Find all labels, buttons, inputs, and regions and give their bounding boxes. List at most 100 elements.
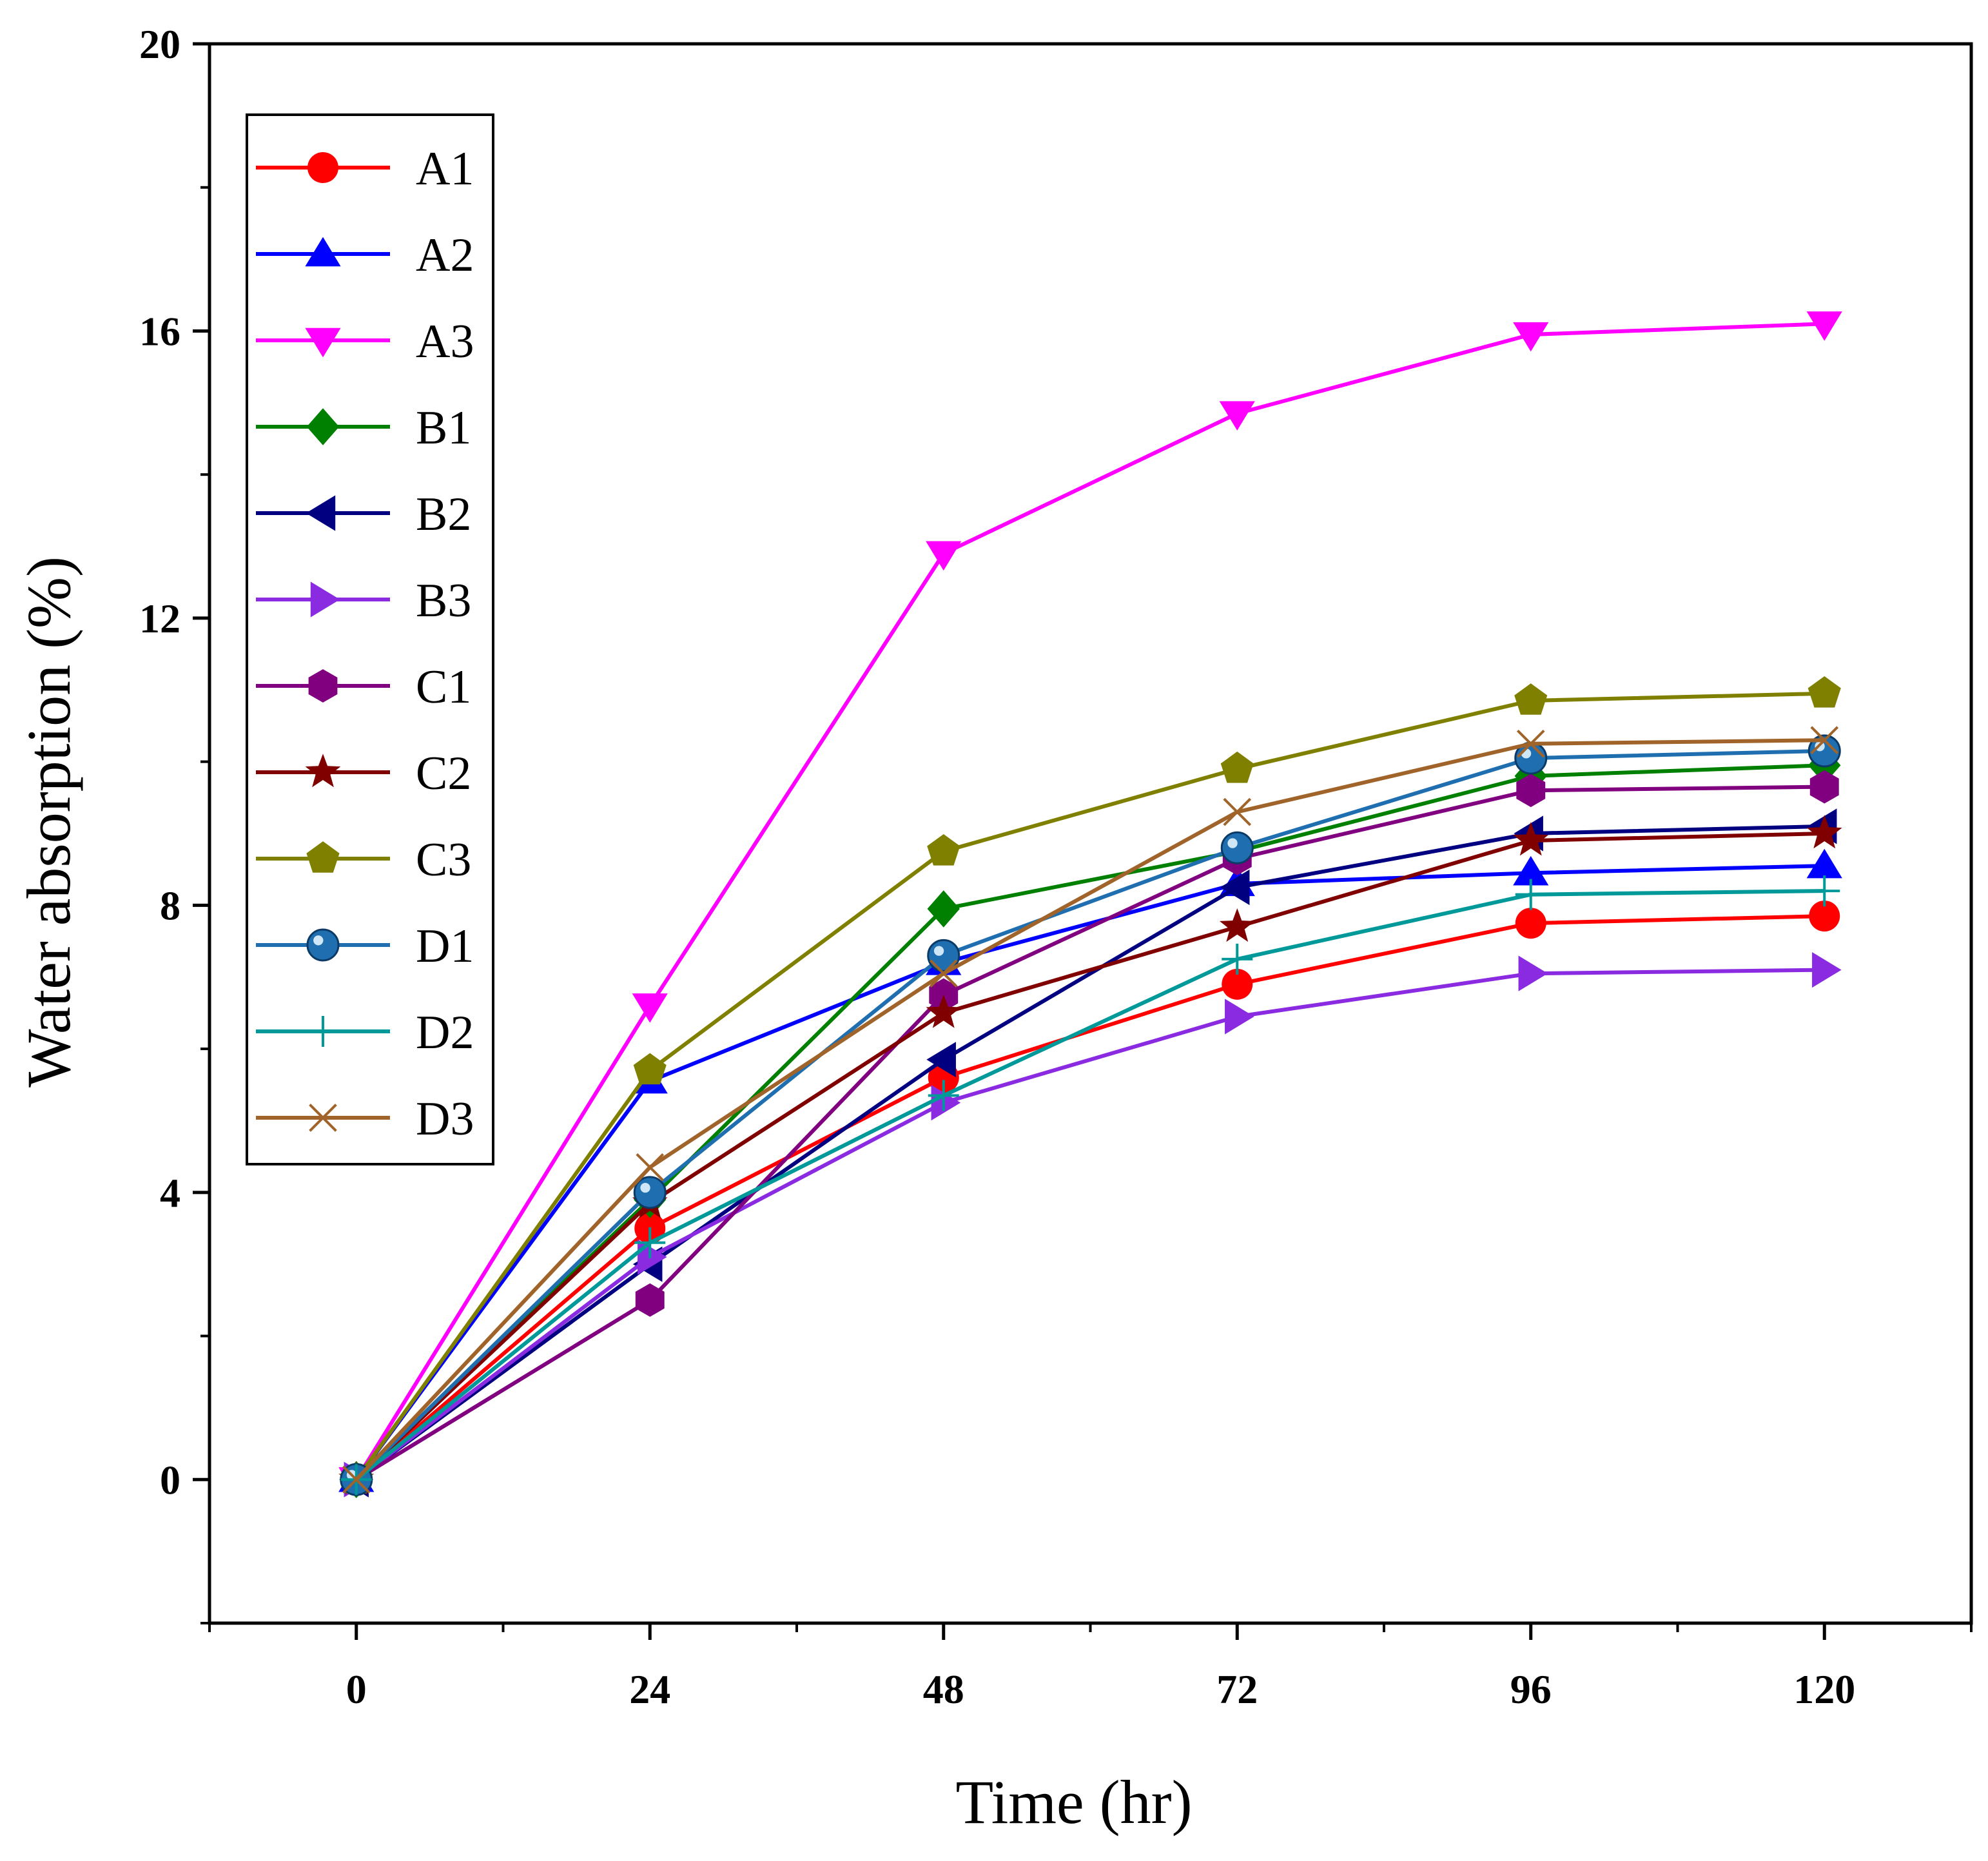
point-B3-marker (1225, 999, 1254, 1035)
point-C1-marker (1809, 770, 1839, 804)
point-D1-marker-highlight (933, 946, 944, 956)
legend-label-C2: C2 (416, 747, 471, 800)
legend-item-B1: B1 (256, 402, 471, 454)
point-A2-marker (1513, 855, 1549, 886)
series-A3 (338, 311, 1842, 1497)
y-tick-label: 12 (139, 596, 180, 641)
series-line-D1 (355, 748, 1825, 1481)
point-D3-marker (1516, 729, 1545, 758)
legend: A1 A2 A3 B1 B2 B3 C1 C2 C3 D1 D2 D3 (246, 113, 494, 1165)
x-tick-label: 24 (629, 1666, 670, 1712)
y-tick-label: 4 (160, 1170, 180, 1216)
series-line-A2 (355, 864, 1825, 1481)
legend-item-C1: C1 (256, 661, 471, 714)
y-tick-label: 20 (139, 21, 180, 67)
series-A2 (338, 848, 1842, 1492)
legend-D1-marker (306, 928, 340, 962)
point-A1-marker (1809, 901, 1840, 932)
point-A2-marker (1806, 848, 1842, 879)
series-D3 (342, 726, 1839, 1494)
series-line-C2 (355, 832, 1825, 1481)
series-line-A1 (355, 914, 1825, 1481)
legend-C3-marker (306, 841, 340, 873)
series-B3 (344, 951, 1842, 1497)
point-C3-marker (1220, 751, 1254, 783)
series-line-A3 (355, 322, 1825, 1481)
point-C2-marker (1219, 908, 1255, 942)
point-A3-marker (1806, 311, 1842, 341)
point-A1-marker (1515, 908, 1546, 939)
point-B3-marker (931, 1085, 961, 1121)
legend-label-D3: D3 (416, 1093, 474, 1145)
point-B1-marker (927, 890, 960, 928)
series-C3 (340, 676, 1841, 1494)
legend-item-B2: B2 (256, 488, 471, 541)
legend-label-D1: D1 (416, 920, 474, 973)
series-C2 (338, 815, 1842, 1495)
x-tick-label: 0 (346, 1666, 367, 1712)
point-D3-marker (929, 959, 958, 988)
point-A3-marker (1513, 322, 1549, 352)
legend-label-B2: B2 (416, 488, 471, 541)
series-layer (338, 311, 1842, 1499)
series-line-B3 (355, 968, 1825, 1481)
legend-B2-marker (306, 495, 336, 531)
point-B3-marker (1812, 951, 1842, 988)
point-A3-marker (632, 993, 668, 1023)
point-A1-marker (1222, 968, 1253, 1000)
x-axis-title: Time (hr) (955, 1768, 1192, 1837)
legend-item-D3: D3 (256, 1093, 474, 1145)
x-tick-label: 120 (1793, 1666, 1855, 1712)
y-tick-label: 0 (160, 1457, 180, 1503)
legend-label-B3: B3 (416, 574, 471, 627)
legend-A3-marker (305, 327, 341, 358)
y-tick-label: 16 (139, 308, 180, 354)
x-tick-label: 72 (1216, 1666, 1258, 1712)
legend-box (246, 113, 494, 1165)
point-C3-marker (633, 1053, 667, 1085)
series-line-C1 (355, 784, 1825, 1481)
x-tick-label: 48 (923, 1666, 964, 1712)
legend-item-D1: D1 (256, 920, 474, 973)
legend-item-A3: A3 (256, 315, 474, 368)
point-C2-marker (926, 994, 962, 1028)
legend-label-A3: A3 (416, 315, 474, 368)
series-B1 (340, 746, 1841, 1499)
legend-item-D2: D2 (256, 1006, 474, 1059)
series-line-B1 (355, 763, 1825, 1481)
point-D1-marker-highlight (640, 1182, 650, 1193)
point-D3-marker (1223, 797, 1252, 826)
legend-label-D2: D2 (416, 1006, 474, 1059)
legend-item-A2: A2 (256, 229, 474, 282)
legend-label-A2: A2 (416, 229, 474, 282)
legend-label-C3: C3 (416, 833, 471, 886)
series-D2 (340, 875, 1840, 1496)
point-D1-marker (1220, 831, 1254, 864)
legend-item-B3: B3 (256, 574, 471, 627)
point-B2-marker (926, 1042, 956, 1078)
point-D3-marker (1810, 726, 1839, 755)
point-D3-marker (636, 1153, 665, 1182)
legend-B3-marker (310, 581, 340, 618)
series-B2 (339, 808, 1837, 1497)
series-D1 (340, 734, 1841, 1496)
x-tick-label: 96 (1510, 1666, 1552, 1712)
point-C1-marker (1516, 774, 1546, 808)
point-D3-marker (342, 1465, 371, 1494)
legend-label-C1: C1 (416, 661, 471, 714)
point-B2-marker (1220, 869, 1250, 906)
point-A3-marker (1219, 401, 1255, 431)
point-C3-marker (1514, 683, 1548, 715)
point-C2-marker (1513, 822, 1549, 856)
legend-label-B1: B1 (416, 402, 471, 454)
series-line-C3 (355, 691, 1825, 1481)
point-D1-marker-highlight (1227, 838, 1238, 848)
legend-D1-marker-highlight (313, 935, 324, 946)
point-C2-marker (1806, 815, 1842, 849)
legend-B1-marker (306, 408, 340, 445)
series-line-D2 (355, 889, 1825, 1481)
series-line-D3 (355, 738, 1825, 1481)
y-axis-title: Water absorption (%) (14, 556, 83, 1087)
